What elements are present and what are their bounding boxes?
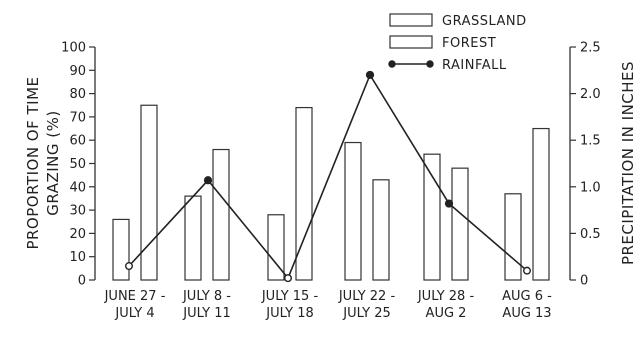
left-tick-label: 100 [61,41,86,56]
category-label: JULY 11 [182,306,230,321]
right-tick-label: 0 [580,274,588,289]
left-tick-label: 10 [69,250,86,265]
left-tick-label: 80 [69,87,86,102]
axes [89,46,576,281]
category-label: JULY 28 - [417,289,475,304]
category-label: JUNE 27 - [104,289,166,304]
right-tick-label: 1.5 [580,134,601,149]
bar-grassland [344,141,362,281]
legend-point-rainfall [388,60,396,68]
rainfall-point [284,274,293,283]
bar-forest [140,104,158,281]
left-tick-label: 30 [69,204,86,219]
category-label: JULY 4 [114,306,154,321]
bar-grassland [184,195,202,281]
rainfall-series [124,70,532,283]
bar-grassland [267,214,285,281]
legend: GRASSLAND FOREST RAINFALL [388,13,527,73]
left-tick-label: 90 [69,64,86,79]
rainfall-line [128,73,528,280]
left-tick-label: 40 [69,180,86,195]
right-tick-label: 1.0 [580,180,601,195]
labels: 0 10 20 30 40 50 60 70 80 90 100 0 0.5 1.0 1.5 2.0 2.5 JU… [24,41,637,322]
legend-swatch-forest [389,35,433,49]
y-axis-title-line1: PROPORTION OF TIME [24,76,42,249]
category-label: AUG 2 [426,306,467,321]
legend-swatch-grassland [389,13,433,27]
right-tick-label: 0.5 [580,227,601,242]
bar-grassland [504,193,522,281]
legend-label-grassland: GRASSLAND [442,14,527,29]
category-label: JULY 15 - [261,289,319,304]
rainfall-point [365,70,375,80]
category-label: JULY 18 [265,306,313,321]
y2-axis-title: PRECIPITATION IN INCHES [619,61,637,265]
category-label: AUG 6 - [502,289,552,304]
bar-forest [212,148,230,281]
left-tick-label: 50 [69,157,86,172]
rainfall-point [523,266,532,275]
left-tick-label: 60 [69,134,86,149]
category-label: AUG 13 [502,306,551,321]
bar-grassland [423,153,441,281]
left-tick-label: 20 [69,227,86,242]
rainfall-point [124,262,133,271]
y-axis-title-line2: GRAZING (%) [44,110,62,215]
legend-label-rainfall: RAINFALL [442,58,507,73]
category-label: JULY 22 - [338,289,396,304]
legend-point-rainfall [426,60,434,68]
left-tick-label: 70 [69,110,86,125]
right-tick-label: 2.5 [580,41,601,56]
rainfall-point [203,176,213,185]
bar-forest [295,106,313,281]
left-tick-label: 0 [78,274,86,289]
category-label: JULY 25 [342,306,390,321]
right-tick-label: 2.0 [580,87,601,102]
rainfall-point [444,199,454,208]
legend-label-forest: FOREST [442,36,496,51]
bar-forest [532,127,550,281]
bar-grassland [112,218,130,281]
bars [112,104,550,281]
bar-forest [372,179,390,281]
bar-forest [451,167,469,281]
category-label: JULY 8 - [182,289,231,304]
